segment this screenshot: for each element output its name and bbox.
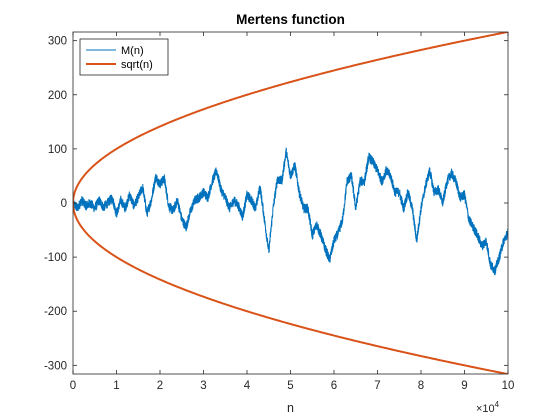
x-tick-label: 4 (244, 380, 251, 392)
legend: M(n) sqrt(n) (79, 38, 169, 76)
chart-title: Mertens function (236, 12, 345, 27)
y-tick-label: 300 (48, 36, 67, 48)
series-sqrt-lower (73, 203, 508, 374)
x-tick-label: 6 (331, 380, 337, 392)
x-tick-label: 9 (461, 380, 467, 392)
y-tick-label: -200 (44, 306, 67, 318)
plot-area (72, 31, 509, 375)
x-exponent-power: 4 (495, 400, 500, 409)
x-tick-label: 2 (157, 380, 163, 392)
x-exponent-base: ×10 (476, 403, 495, 415)
x-tick-label: 0 (70, 380, 76, 392)
y-tick-label: 100 (48, 144, 67, 156)
x-tick-label: 8 (418, 380, 424, 392)
x-tick-label: 10 (502, 380, 515, 392)
x-axis-exponent: ×104 (476, 400, 500, 415)
x-tick-label: 1 (113, 380, 119, 392)
y-tick-label: -100 (44, 252, 67, 264)
legend-box (79, 38, 169, 76)
axis-ticks: 0 1 2 3 4 5 6 7 8 9 10 -300 -200 -100 0 100 200 300 (44, 32, 514, 392)
series-sqrt-upper (73, 32, 508, 203)
y-tick-label: 200 (48, 90, 67, 102)
legend-entry-label: sqrt(n) (121, 59, 153, 71)
x-axis-label: n (287, 401, 294, 415)
y-tick-label: 0 (61, 198, 67, 210)
y-tick-label: -300 (44, 360, 67, 372)
x-tick-label: 3 (200, 380, 206, 392)
legend-entry-label: M(n) (121, 45, 144, 57)
series-mertens-line (73, 147, 508, 276)
x-tick-label: 5 (287, 380, 293, 392)
x-tick-label: 7 (374, 380, 380, 392)
